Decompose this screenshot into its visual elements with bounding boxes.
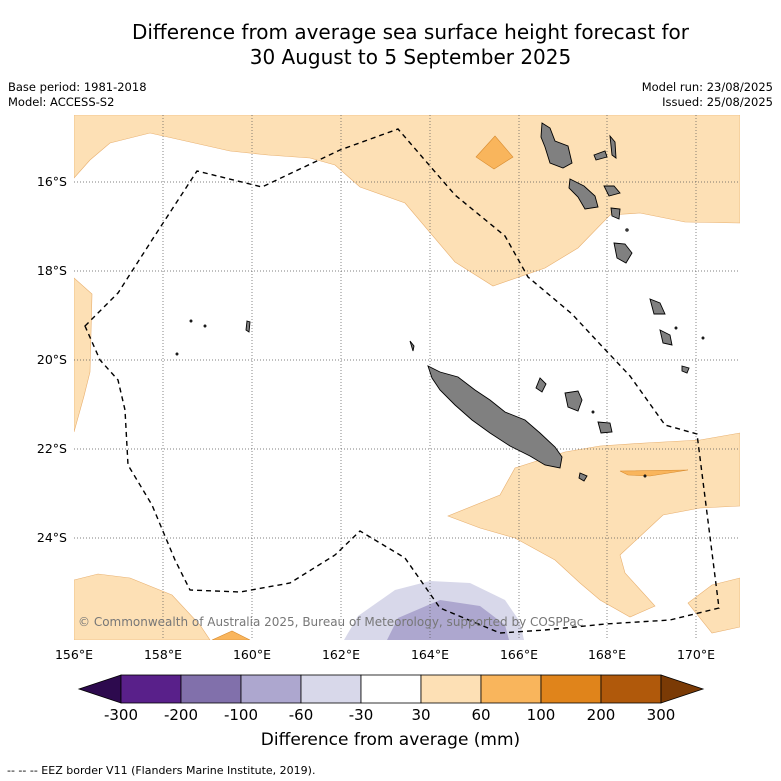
epi-island: [610, 207, 621, 220]
longitude-labels: 156°E 158°E 160°E 162°E 164°E 166°E 168°…: [55, 647, 715, 662]
lon-label-170e: 170°E: [677, 647, 715, 662]
lon-label-158e: 158°E: [144, 647, 182, 662]
colorbar-bin-30-60: [420, 674, 482, 704]
meta-right: Model run: 23/08/2025 Issued: 25/08/2025: [642, 80, 773, 110]
lat-label-18s: 18°S: [37, 263, 67, 278]
copyright-notice: © Commonwealth of Australia 2025, Bureau…: [78, 615, 583, 629]
lon-label-164e: 164°E: [411, 647, 449, 662]
eez-border: [84, 128, 720, 634]
colorbar-tick-label: -100: [224, 706, 258, 724]
lon-label-168e: 168°E: [588, 647, 626, 662]
colorbar: -300 -200 -100 -60 -30 30 60 100 200 300: [77, 674, 705, 724]
colorbar-bin-minus200-minus100: [180, 674, 242, 704]
new-caledonia-island: [427, 365, 563, 469]
colorbar-bin-200-300: [600, 674, 662, 704]
shepherd-islet: [625, 228, 629, 232]
colorbar-tick-label: 30: [411, 706, 430, 724]
anomaly-60-100-east: [619, 469, 689, 477]
malekula-island: [568, 178, 599, 210]
map-area: © Commonwealth of Australia 2025, Bureau…: [74, 115, 740, 640]
issued-date: Issued: 25/08/2025: [662, 95, 773, 109]
futuna-islet: [674, 326, 678, 330]
colorbar-bin-100-200: [540, 674, 602, 704]
anomaly-30-60-north: [74, 115, 740, 287]
colorbar-tick-label: -200: [164, 706, 198, 724]
tanna-island: [659, 329, 673, 346]
anomaly-30-60-southeast: [447, 432, 740, 618]
colorbar-bin-minus300-minus200: [120, 674, 182, 704]
erromango-island: [649, 298, 666, 315]
colorbar-bin-minus100-minus60: [240, 674, 302, 704]
title-line-1: Difference from average sea surface heig…: [131, 20, 690, 44]
espiritu-santo-island: [540, 122, 573, 169]
ambae-island: [593, 150, 608, 161]
colorbar-tick-label: 200: [587, 706, 616, 724]
anomaly-60-100-southwest: [211, 630, 251, 640]
pentecost-island: [609, 134, 617, 159]
colorbar-bin-minus60-minus30: [300, 674, 362, 704]
gridlines: [74, 115, 740, 640]
lon-label-162e: 162°E: [322, 647, 360, 662]
loyalty-islands-lifou: [564, 390, 583, 412]
lat-label-20s: 20°S: [37, 352, 67, 367]
lon-label-166e: 166°E: [500, 647, 538, 662]
land-masses: [175, 122, 705, 482]
colorbar-label: Difference from average (mm): [260, 730, 521, 750]
loyalty-islands-mare: [597, 421, 613, 434]
model-name: Model: ACCESS-S2: [8, 95, 115, 109]
chesterfield-islet: [245, 320, 251, 333]
base-period: Base period: 1981-2018: [8, 80, 147, 94]
latitude-labels: 16°S 18°S 20°S 22°S 24°S: [37, 174, 67, 545]
anomaly-minus60-minus100: [387, 600, 509, 640]
eez-footnote: -- -- -- EEZ border V11 (Flanders Marine…: [7, 764, 316, 777]
colorbar-tick-label: -30: [349, 706, 374, 724]
anomaly-30-60-southwest: [74, 573, 211, 640]
chart-title: Difference from average sea surface heig…: [0, 20, 781, 70]
colorbar-extend-high: [660, 674, 705, 704]
colorbar-bin-minus30-30: [360, 674, 422, 704]
coral-sea-islet-2: [203, 324, 207, 328]
meta-left: Base period: 1981-2018 Model: ACCESS-S2: [8, 80, 147, 110]
lon-label-160e: 160°E: [233, 647, 271, 662]
aneityum-island: [681, 365, 690, 374]
isle-of-pines: [578, 472, 588, 482]
anomaly-60-100-north: [475, 135, 514, 170]
model-run: Model run: 23/08/2025: [641, 80, 773, 94]
tiga-islet: [591, 410, 595, 414]
anomaly-30-60-west: [74, 277, 93, 433]
colorbar-tick-label: 60: [471, 706, 490, 724]
lat-label-22s: 22°S: [37, 441, 67, 456]
colorbar-extend-low: [77, 674, 122, 704]
lat-label-24s: 24°S: [37, 530, 67, 545]
lat-label-16s: 16°S: [37, 174, 67, 189]
title-line-2: 30 August to 5 September 2025: [249, 45, 572, 69]
east-islet: [701, 336, 705, 340]
coral-sea-islet-1: [189, 319, 193, 323]
loyalty-islands-ouvea: [535, 377, 547, 393]
efate-island: [613, 242, 633, 264]
anomaly-30-60-far-southeast: [687, 577, 740, 634]
colorbar-bin-60-100: [480, 674, 542, 704]
coral-sea-islet-3: [175, 352, 179, 356]
walpole-islet: [643, 474, 647, 478]
colorbar-tick-label: -60: [289, 706, 314, 724]
ambrym-island: [603, 185, 621, 197]
colorbar-tick-label: -300: [104, 706, 138, 724]
colorbar-tick-label: 100: [527, 706, 556, 724]
belep-islands: [409, 340, 415, 352]
lon-label-156e: 156°E: [55, 647, 93, 662]
colorbar-tick-label: 300: [647, 706, 676, 724]
